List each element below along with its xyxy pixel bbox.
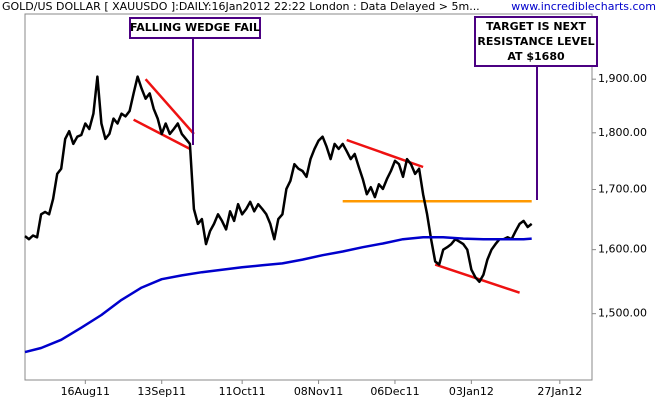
- x-tick-label: 16Aug11: [61, 385, 110, 398]
- source: www.incrediblecharts.com: [511, 0, 656, 13]
- trend-line: [144, 78, 195, 135]
- x-tick-label: 13Sep11: [137, 385, 186, 398]
- y-tick-label: 1,800.00: [598, 126, 647, 139]
- x-tick-label: 08Nov11: [294, 385, 343, 398]
- price-line: [24, 75, 533, 284]
- x-tick-label: 03Jan12: [449, 385, 494, 398]
- x-tick-label: 11Oct11: [219, 385, 266, 398]
- chart-title: GOLD/US DOLLAR [ XAUUSDO ]:DAILY:16Jan20…: [2, 0, 480, 13]
- price-line: [24, 236, 532, 354]
- y-tick-label: 1,900.00: [598, 72, 647, 85]
- x-tick-label: 27Jan12: [537, 385, 582, 398]
- x-tick-label: 06Dec11: [370, 385, 419, 398]
- plot-frame: [24, 13, 593, 381]
- callout-text: TARGET IS NEXT: [486, 20, 587, 33]
- callout-box: [129, 17, 261, 39]
- callout-text: AT $1680: [507, 50, 565, 63]
- callout-box: [474, 16, 598, 67]
- y-tick-label: 1,700.00: [598, 183, 647, 196]
- callout-text: FALLING WEDGE FAIL: [130, 21, 260, 34]
- y-tick-label: 1,500.00: [598, 307, 647, 320]
- callout-text: RESISTANCE LEVEL: [477, 35, 594, 48]
- y-tick-label: 1,600.00: [598, 243, 647, 256]
